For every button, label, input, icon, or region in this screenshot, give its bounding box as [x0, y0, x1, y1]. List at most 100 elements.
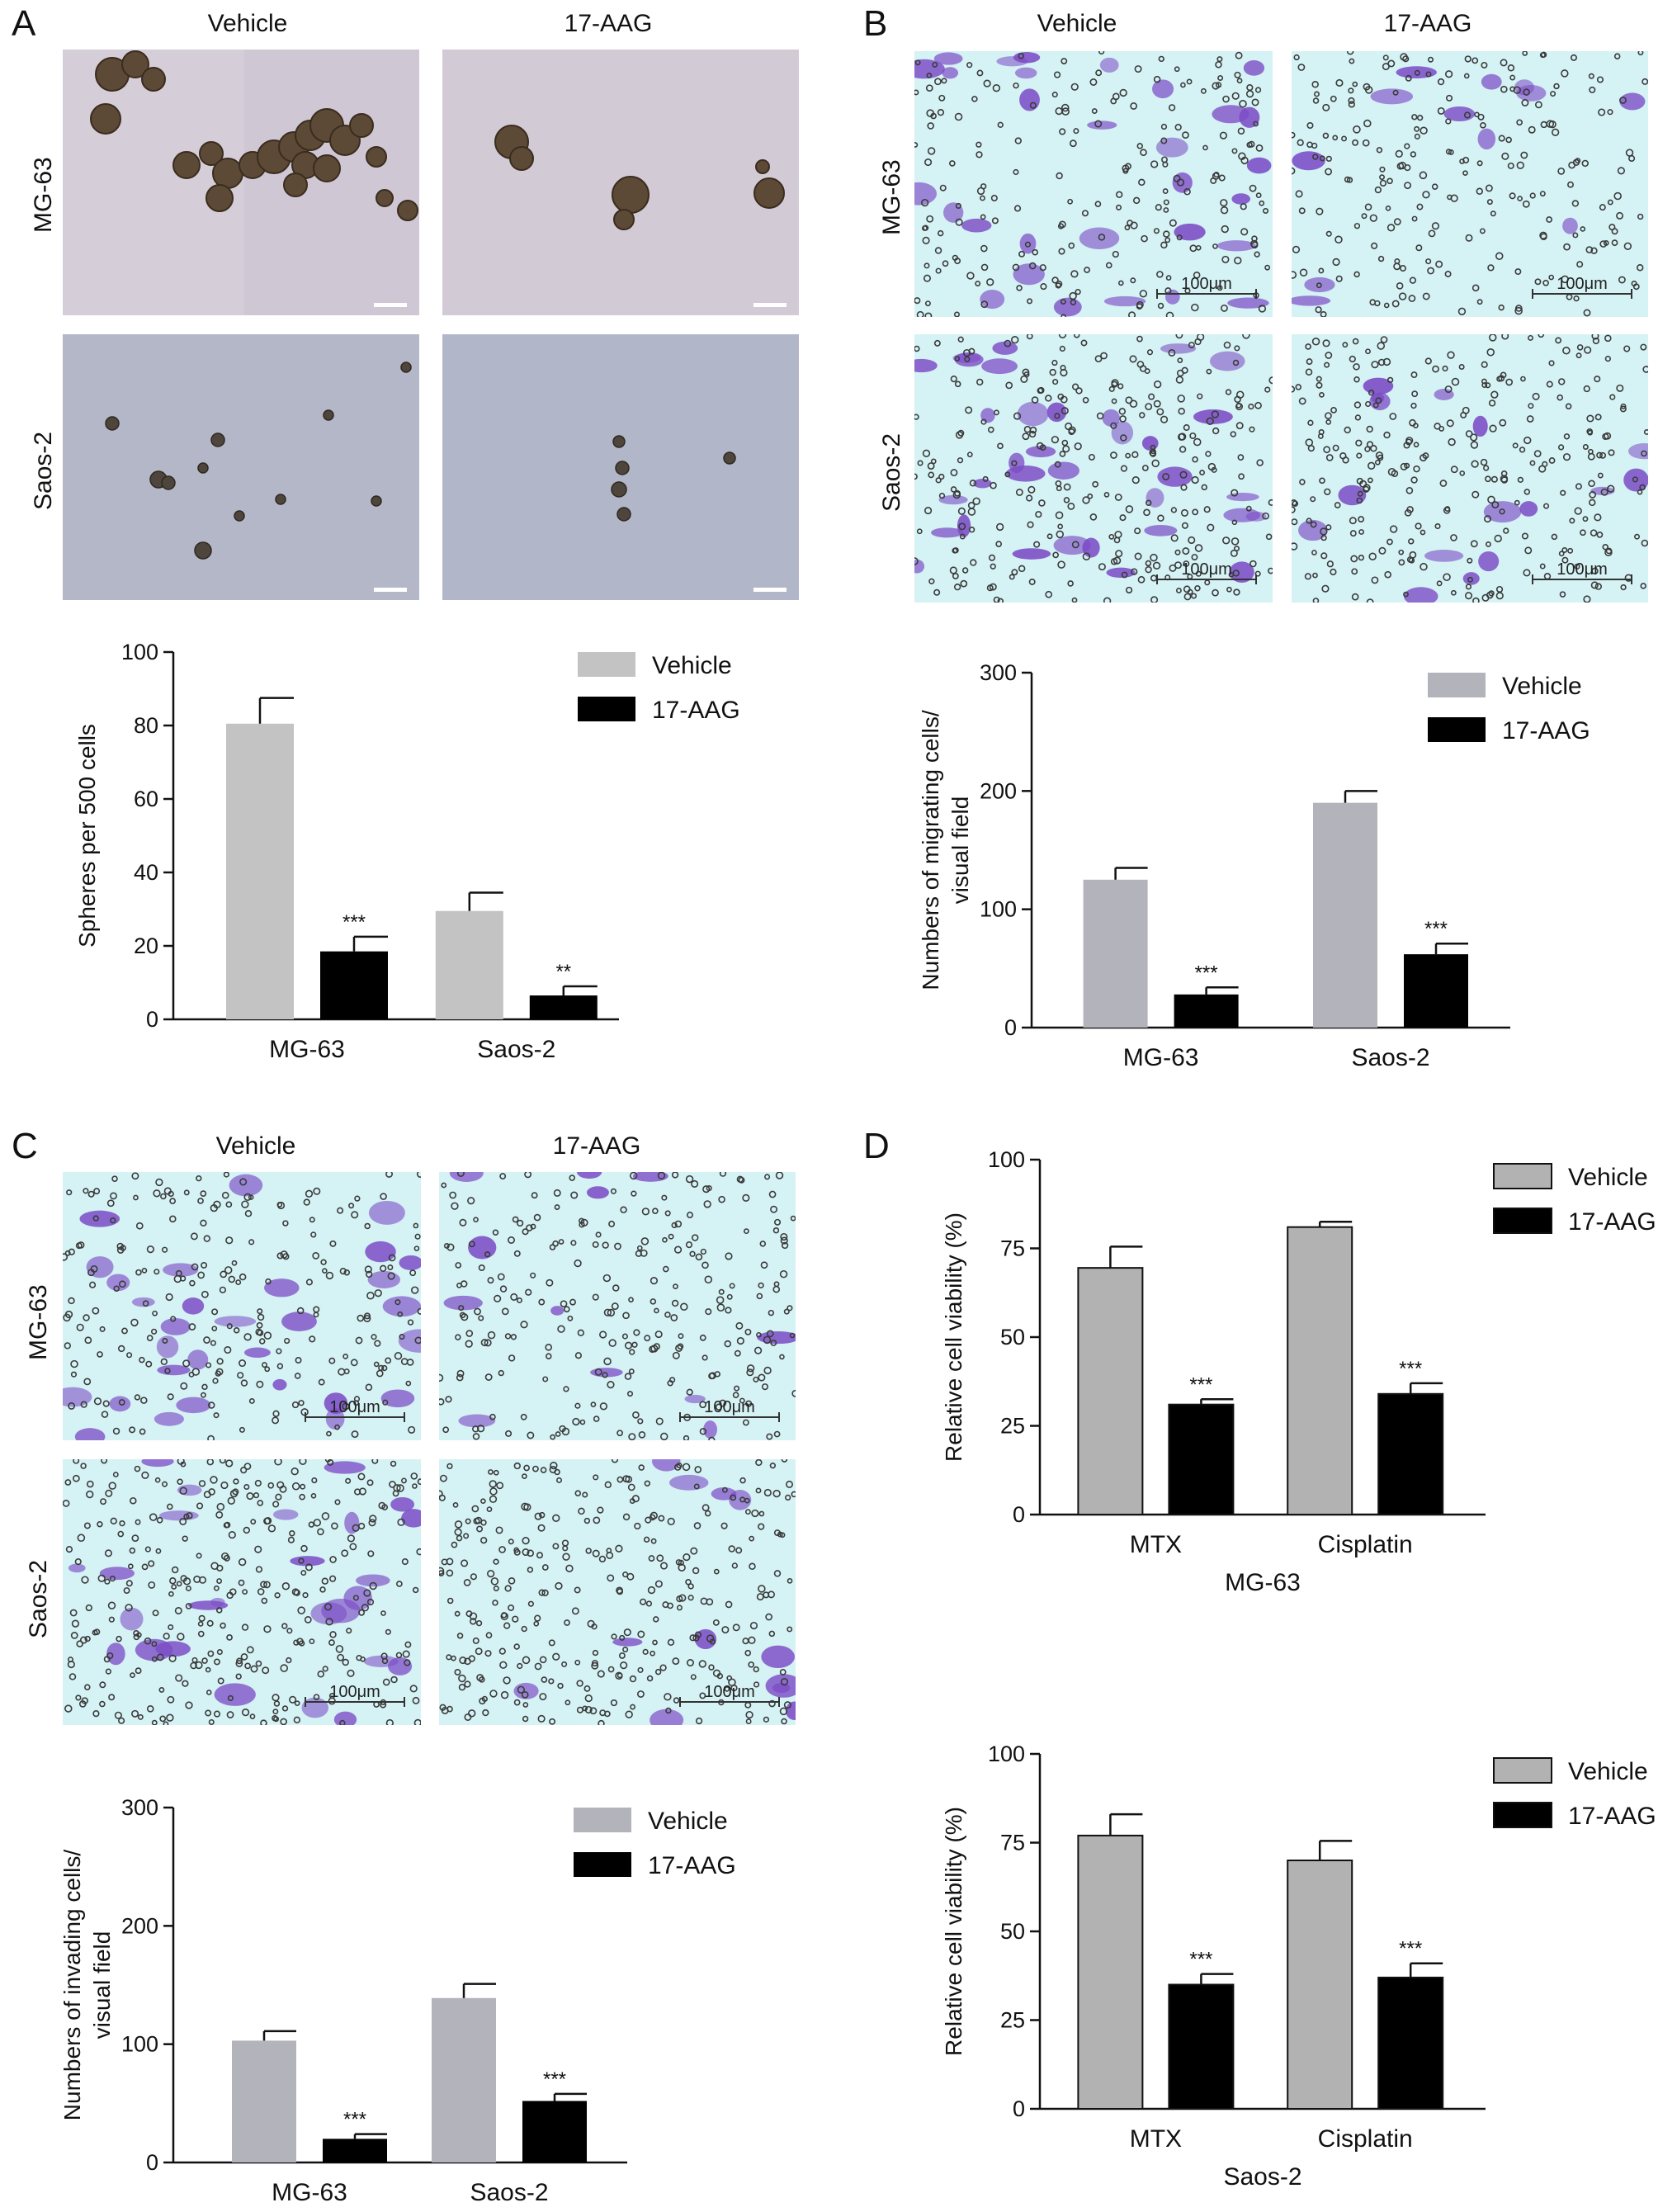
panel-letter-a: A	[12, 3, 36, 44]
bar-vehicle-mg-63	[232, 2040, 296, 2162]
chart-b-migrating: 0 100 200 300 Numbers of migrating cells/vis…	[918, 660, 1590, 1071]
legend-label: Vehicle	[648, 1808, 728, 1835]
scale-bar-label: 100μm	[329, 1683, 380, 1701]
y-tick-label: 100	[980, 897, 1017, 922]
y-axis-label: Spheres per 500 cells	[74, 724, 100, 948]
y-tick-label: 60	[134, 787, 158, 811]
bar-17-aag-cisplatin	[1377, 1392, 1444, 1515]
x-category-label: MG-63	[269, 1036, 345, 1063]
bar-vehicle-saos-2	[1313, 802, 1377, 1028]
bar-17-aag-mtx	[1168, 1403, 1235, 1516]
micrograph-c-saos2-17aag: 100μm	[439, 1459, 796, 1725]
panel-b-column-17aag: 17-AAG	[1383, 10, 1472, 37]
bar-vehicle-saos-2	[435, 910, 503, 1019]
x-category-label: Saos-2	[470, 2179, 548, 2206]
y-axis-label: Numbers of migrating cells/	[918, 710, 943, 990]
legend-swatch	[1428, 717, 1486, 742]
micrograph-a-saos2-vehicle	[63, 334, 419, 600]
bar-17-aag-cisplatin	[1377, 1976, 1444, 2110]
y-tick-label: 100	[988, 1147, 1025, 1172]
panel-letter-b: B	[863, 3, 888, 44]
legend-label: 17-AAG	[1568, 1803, 1656, 1830]
x-axis-label: Saos-2	[1223, 2163, 1301, 2191]
scale-bar-label: 100μm	[1181, 275, 1232, 293]
legend-label: Vehicle	[652, 652, 732, 679]
y-tick-label: 0	[1013, 2096, 1025, 2121]
panel-b-row-mg63: MG-63	[878, 159, 905, 235]
micrograph-b-mg63-vehicle: 100μm	[914, 51, 1273, 317]
panel-b-row-saos2: Saos-2	[878, 432, 905, 512]
y-tick-label: 0	[146, 1007, 158, 1032]
scale-bar-label: 100μm	[1557, 275, 1608, 293]
legend-label: 17-AAG	[648, 1852, 736, 1879]
y-axis-label: Relative cell viability (%)	[941, 1212, 966, 1462]
panel-c-row-saos2: Saos-2	[25, 1559, 52, 1638]
bar-17-aag-mtx	[1168, 1983, 1235, 2110]
y-tick-label: 50	[1000, 1325, 1025, 1349]
micrograph-a-mg63-17aag	[442, 50, 799, 315]
bar-vehicle-saos-2	[432, 1997, 496, 2162]
micrograph-a-mg63-vehicle	[63, 50, 419, 315]
micrograph-c-mg63-17aag: 100μm	[439, 1172, 796, 1440]
panel-letter-d: D	[863, 1126, 890, 1166]
bar-17-aag-mg-63	[320, 951, 388, 1019]
bar-17-aag-saos-2	[522, 2101, 587, 2162]
panel-c-column-17aag: 17-AAG	[552, 1132, 641, 1160]
y-tick-label: 200	[980, 778, 1017, 803]
legend-swatch	[578, 697, 635, 721]
panel-a-row-saos2: Saos-2	[30, 431, 57, 510]
panel-a-row-mg63: MG-63	[30, 157, 57, 233]
bar-vehicle-mtx	[1077, 1834, 1144, 2110]
legend-label: 17-AAG	[652, 697, 740, 724]
bar-vehicle-cisplatin	[1287, 1860, 1353, 2110]
significance-label: ***	[1399, 1938, 1422, 1960]
bar-17-aag-mg-63	[1174, 994, 1239, 1028]
significance-label: ***	[342, 911, 366, 933]
y-tick-label: 300	[121, 1795, 158, 1820]
y-tick-label: 100	[121, 640, 158, 664]
x-category-label: Cisplatin	[1318, 1531, 1413, 1558]
significance-label: ***	[1189, 1373, 1212, 1396]
y-tick-label: 75	[1000, 1236, 1025, 1261]
legend-label: 17-AAG	[1502, 717, 1590, 744]
micrograph-c-mg63-vehicle: 100μm	[63, 1172, 421, 1440]
chart-d-mg63-viability: 0 25 50 75 100 Relative cell viability (%) ***…	[941, 1147, 1656, 1596]
chart-c-invading: 0 100 200 300 Numbers of invading cells/visu…	[59, 1795, 736, 2206]
y-tick-label: 0	[1013, 1502, 1025, 1527]
x-category-label: Cisplatin	[1318, 2125, 1413, 2153]
legend-swatch	[1493, 1208, 1552, 1234]
x-category-label: MG-63	[272, 2179, 347, 2206]
y-axis-label: Relative cell viability (%)	[941, 1807, 966, 2056]
bar-vehicle-mtx	[1077, 1267, 1144, 1515]
scale-bar-label: 100μm	[1181, 560, 1232, 579]
y-tick-label: 25	[1000, 1414, 1025, 1439]
micrograph-b-saos2-17aag: 100μm	[1292, 334, 1648, 603]
legend-swatch	[1493, 1757, 1552, 1784]
micrograph-b-saos2-vehicle: 100μm	[914, 334, 1273, 603]
panel-c-column-vehicle: Vehicle	[215, 1132, 296, 1160]
legend-swatch	[578, 652, 635, 677]
y-tick-label: 40	[134, 860, 158, 885]
micrograph-a-saos2-17aag	[442, 334, 799, 600]
legend-swatch	[1493, 1802, 1552, 1828]
y-tick-label: 100	[988, 1742, 1025, 1766]
y-tick-label: 80	[134, 713, 158, 738]
panel-b-column-vehicle: Vehicle	[1037, 10, 1117, 37]
significance-label: ***	[1399, 1358, 1422, 1380]
scale-bar-label: 100μm	[1557, 560, 1608, 579]
legend-swatch	[1428, 673, 1486, 697]
panel-a-column-17aag: 17-AAG	[564, 10, 653, 37]
scale-bar-label: 100μm	[329, 1398, 380, 1416]
bar-vehicle-mg-63	[1083, 879, 1148, 1028]
significance-label: ***	[1195, 962, 1218, 984]
x-category-label: Saos-2	[1351, 1044, 1429, 1071]
panel-c-row-mg63: MG-63	[25, 1284, 52, 1360]
y-tick-label: 0	[1004, 1015, 1017, 1040]
y-axis-label: visual field	[89, 1931, 115, 2039]
legend-label: Vehicle	[1568, 1758, 1648, 1785]
y-axis-label: visual field	[947, 796, 973, 905]
legend-swatch	[574, 1808, 631, 1832]
significance-label: ***	[343, 2109, 366, 2131]
y-tick-label: 200	[121, 1913, 158, 1938]
x-category-label: Saos-2	[477, 1036, 555, 1063]
